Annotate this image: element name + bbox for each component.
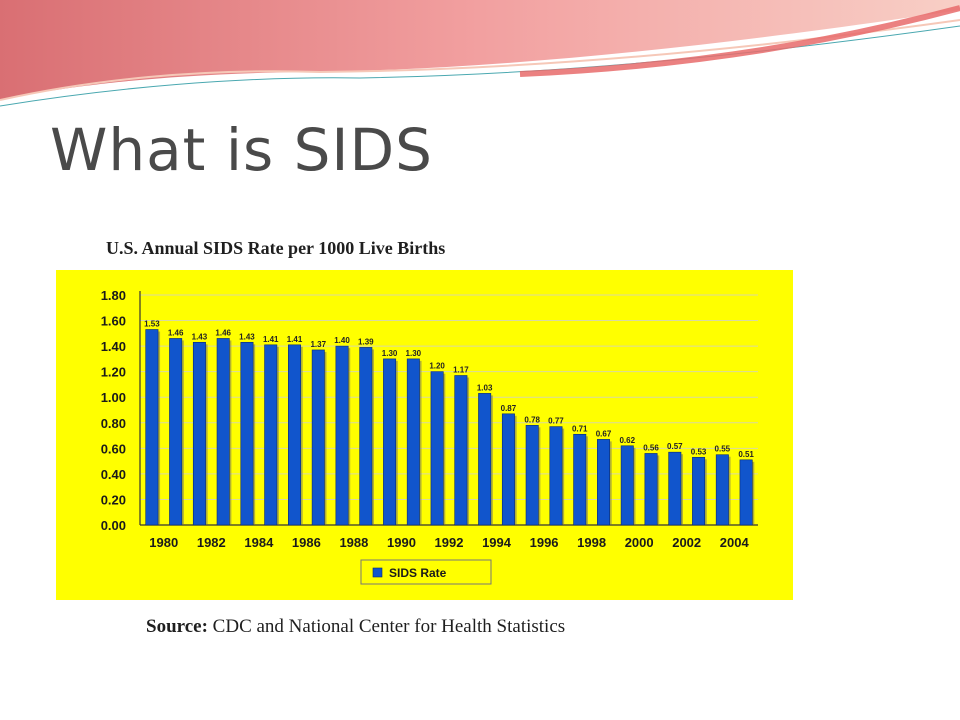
data-label: 1.03 <box>477 383 493 392</box>
source-prefix: Source: <box>146 616 208 637</box>
source-text: CDC and National Center for Health Stati… <box>212 616 566 637</box>
bar <box>264 344 278 526</box>
bar <box>169 338 183 526</box>
data-label: 1.39 <box>358 337 374 346</box>
data-label: 1.43 <box>192 332 208 341</box>
bar <box>145 329 159 526</box>
legend-swatch <box>372 567 383 578</box>
y-tick-label: 0.80 <box>101 416 126 431</box>
x-tick-label: 1990 <box>387 535 416 550</box>
bar <box>454 375 468 526</box>
data-label: 1.37 <box>310 340 326 349</box>
y-tick-label: 1.20 <box>101 365 126 380</box>
data-label: 1.20 <box>429 362 445 371</box>
x-tick-label: 1988 <box>339 535 368 550</box>
data-label: 1.53 <box>144 320 160 329</box>
chart-title: U.S. Annual SIDS Rate per 1000 Live Birt… <box>106 238 446 258</box>
slide-title: What is SIDS <box>50 116 433 184</box>
bar <box>549 426 563 526</box>
bar <box>644 453 658 526</box>
x-tick-label: 1984 <box>244 535 274 550</box>
bar <box>478 393 492 526</box>
sids-rate-bar-chart: 0.00 0.20 0.40 0.60 0.80 1.00 1.20 1.40 1.60 1.80… <box>56 270 793 600</box>
data-label: 0.77 <box>548 417 564 426</box>
legend-label: SIDS Rate <box>389 566 447 580</box>
y-tick-label: 0.00 <box>101 518 126 533</box>
data-label: 1.17 <box>453 366 469 375</box>
x-tick-label: 1992 <box>435 535 464 550</box>
bar <box>406 358 420 526</box>
data-label: 1.41 <box>263 335 279 344</box>
data-label: 0.87 <box>501 404 517 413</box>
data-label: 0.53 <box>691 447 707 456</box>
bar <box>739 459 753 526</box>
bar <box>240 341 254 526</box>
bar <box>288 344 301 526</box>
x-tick-label: 2000 <box>625 535 654 550</box>
y-tick-label: 1.00 <box>101 390 126 405</box>
bar <box>715 454 729 526</box>
data-label: 1.46 <box>168 328 184 337</box>
bar <box>216 338 230 526</box>
bar <box>501 413 515 526</box>
data-label: 0.62 <box>619 436 635 445</box>
data-label: 0.78 <box>524 415 540 424</box>
chart-background <box>56 270 793 600</box>
bar <box>525 425 539 526</box>
data-label: 0.55 <box>715 445 731 454</box>
header-swoosh-decoration <box>0 0 960 107</box>
bar <box>668 451 682 526</box>
data-label: 1.41 <box>287 335 303 344</box>
data-label: 1.43 <box>239 332 255 341</box>
bar <box>597 439 610 526</box>
y-tick-label: 0.40 <box>101 467 126 482</box>
bar <box>573 433 587 526</box>
y-tick-label: 0.60 <box>101 441 126 456</box>
bar <box>359 347 373 526</box>
x-tick-label: 1986 <box>292 535 321 550</box>
bar <box>430 371 444 526</box>
data-label: 0.57 <box>667 442 683 451</box>
bar <box>383 358 397 526</box>
data-label: 0.67 <box>596 429 612 438</box>
y-tick-label: 1.40 <box>101 339 126 354</box>
data-label: 0.71 <box>572 424 588 433</box>
data-label: 0.51 <box>738 450 754 459</box>
y-tick-label: 1.60 <box>101 314 126 329</box>
x-tick-label: 1980 <box>149 535 178 550</box>
bar <box>692 456 706 526</box>
x-tick-label: 1994 <box>482 535 512 550</box>
bar <box>192 341 206 526</box>
x-tick-label: 1998 <box>577 535 606 550</box>
data-label: 1.46 <box>215 328 231 337</box>
bar <box>311 349 325 526</box>
bar <box>620 445 634 526</box>
data-label: 1.30 <box>382 349 398 358</box>
x-tick-label: 1982 <box>197 535 226 550</box>
legend-box <box>360 559 492 585</box>
source-citation: Source: CDC and National Center for Heal… <box>146 616 565 638</box>
data-label: 0.56 <box>643 443 659 452</box>
y-tick-label: 0.20 <box>101 492 126 507</box>
data-label: 1.40 <box>334 336 350 345</box>
x-tick-label: 2004 <box>720 535 750 550</box>
x-tick-label: 2002 <box>672 535 701 550</box>
data-label: 1.30 <box>406 349 422 358</box>
x-tick-label: 1996 <box>530 535 559 550</box>
bar <box>335 345 349 526</box>
y-tick-label: 1.80 <box>101 288 126 303</box>
